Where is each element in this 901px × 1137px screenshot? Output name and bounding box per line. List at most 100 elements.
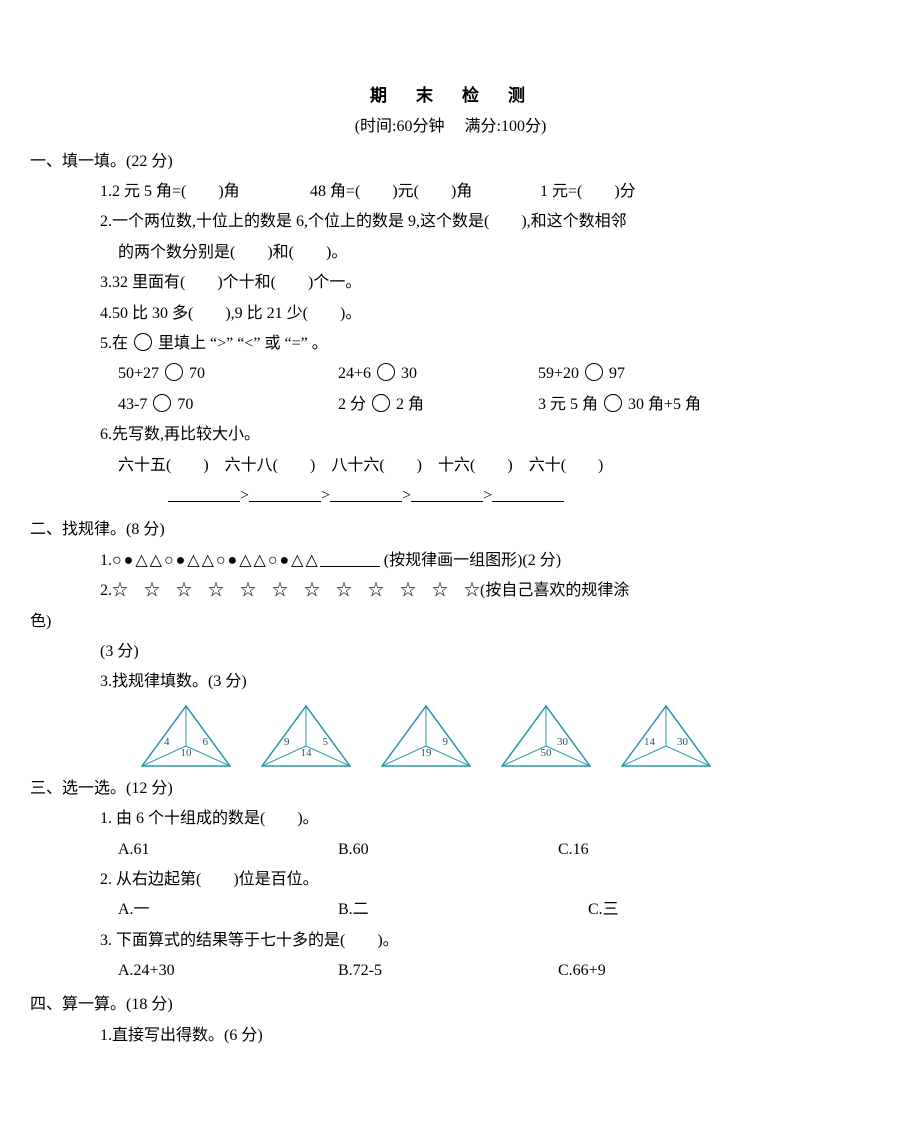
fullmark-label: 满分:	[465, 118, 501, 135]
s3-q2-text: 2. 从右边起第( )位是百位。	[100, 865, 801, 895]
tri-bottom: 19	[421, 743, 432, 764]
expr-left: 43-7	[118, 396, 147, 413]
opt-a: A.一	[118, 895, 338, 925]
s1-q5-r2-1: 43-7 70	[118, 390, 338, 420]
section-1-header: 一、填一填。(22 分)	[30, 147, 801, 177]
expr-left: 50+27	[118, 365, 159, 382]
section-3-header: 三、选一选。(12 分)	[30, 774, 801, 804]
number-triangle: 9 19	[380, 704, 472, 768]
page-subtitle: (时间:60分钟 满分:100分)	[100, 112, 801, 142]
tri-top-right: 30	[677, 732, 688, 753]
expr-left: 59+20	[538, 365, 579, 382]
expr-left: 24+6	[338, 365, 371, 382]
opt-b: B.72-5	[338, 956, 558, 986]
s1-q5-r1-1: 50+27 70	[118, 359, 338, 389]
expr-right: 30 角+5 角	[628, 396, 701, 413]
stars-row: ☆ ☆ ☆ ☆ ☆ ☆ ☆ ☆ ☆ ☆ ☆ ☆	[112, 582, 480, 599]
s1-q3: 3.32 里面有( )个十和( )个一。	[100, 268, 801, 298]
blank	[492, 501, 564, 502]
expr-right: 30	[401, 365, 417, 382]
sub-prefix: (时间:	[355, 118, 397, 135]
expr-right: 97	[609, 365, 625, 382]
compare-circle-icon	[377, 363, 395, 381]
s1-q6-items: 六十五( ) 六十八( ) 八十六( ) 十六( ) 六十( )	[118, 451, 801, 481]
s1-q5-r1-3: 59+20 97	[538, 359, 625, 389]
expr-left: 2 分	[338, 396, 366, 413]
s1-q5-r2-3: 3 元 5 角 30 角+5 角	[538, 390, 701, 420]
fullmark-value: 100	[501, 118, 525, 135]
s3-q3-opts: A.24+30 B.72-5 C.66+9	[118, 956, 801, 986]
compare-circle-icon	[165, 363, 183, 381]
expr-right: 2 角	[396, 396, 424, 413]
blank	[249, 501, 321, 502]
s3-q3-text: 3. 下面算式的结果等于七十多的是( )。	[100, 926, 801, 956]
blank	[411, 501, 483, 502]
compare-circle-icon	[372, 394, 390, 412]
s1-q6-c: 八十六( )	[331, 451, 422, 481]
s1-q5-row2: 43-7 70 2 分 2 角 3 元 5 角 30 角+5 角	[118, 390, 801, 420]
s2-q2-pre: 2.	[100, 582, 112, 599]
s4-q1: 1.直接写出得数。(6 分)	[100, 1021, 801, 1051]
number-triangle: 9 5 14	[260, 704, 352, 768]
s1-q2-l2: 的两个数分别是( )和( )。	[118, 238, 801, 268]
section-2-header: 二、找规律。(8 分)	[30, 515, 801, 545]
tri-top-right: 6	[203, 732, 209, 753]
compare-circle-icon	[153, 394, 171, 412]
fullmark-unit: 分)	[525, 118, 546, 135]
s1-q5-head: 5.在 里填上 “>” “<” 或 “=” 。	[100, 329, 801, 359]
circle-placeholder-icon	[134, 333, 152, 351]
tri-top-right: 30	[557, 732, 568, 753]
tri-top-left: 4	[164, 732, 170, 753]
s1-q6-b: 六十八( )	[225, 451, 316, 481]
s3-q2-opts: A.一 B.二 C.三	[118, 895, 801, 925]
s2-q1-tail: (按规律画一组图形)(2 分)	[384, 552, 561, 569]
blank	[168, 501, 240, 502]
s1-q5-tail: 里填上 “>” “<” 或 “=” 。	[158, 335, 328, 352]
number-triangle: 14 30	[620, 704, 712, 768]
tri-top-left: 14	[644, 732, 655, 753]
tri-top-left: 9	[284, 732, 290, 753]
opt-b: B.二	[338, 895, 588, 925]
compare-circle-icon	[585, 363, 603, 381]
s1-q5-r2-2: 2 分 2 角	[338, 390, 538, 420]
expr-right: 70	[177, 396, 193, 413]
opt-c: C.三	[588, 895, 619, 925]
tri-bottom: 10	[181, 743, 192, 764]
tri-top-right: 5	[323, 732, 329, 753]
tri-bottom: 50	[541, 743, 552, 764]
s1-q6-d: 十六( )	[438, 451, 513, 481]
s1-q5-r1-2: 24+6 30	[338, 359, 538, 389]
s1-q5-pre: 5.在	[100, 335, 128, 352]
s1-q6-a: 六十五( )	[118, 451, 209, 481]
s1-q1-a: 1.2 元 5 角=( )角	[100, 177, 310, 207]
blank	[320, 566, 380, 567]
s3-q1-opts: A.61 B.60 C.16	[118, 835, 801, 865]
s1-q4: 4.50 比 30 多( ),9 比 21 少( )。	[100, 299, 801, 329]
tri-bottom: 14	[301, 743, 312, 764]
opt-c: C.66+9	[558, 956, 606, 986]
triangle-row: 4610951491930501430	[140, 704, 801, 768]
s1-q6-compare-blanks: >>>>	[118, 481, 801, 511]
s1-q6-e: 六十( )	[529, 451, 604, 481]
s1-q5-row1: 50+27 70 24+6 30 59+20 97	[118, 359, 801, 389]
opt-a: A.24+30	[118, 956, 338, 986]
pattern-shapes: ○●△△○●△△○●△△○●△△	[112, 552, 320, 569]
opt-b: B.60	[338, 835, 558, 865]
s1-q1: 1.2 元 5 角=( )角 48 角=( )元( )角 1 元=( )分	[100, 177, 801, 207]
opt-c: C.16	[558, 835, 589, 865]
title-text: 期 末 检 测	[370, 86, 531, 105]
section-4-header: 四、算一算。(18 分)	[30, 990, 801, 1020]
tri-top-right: 9	[443, 732, 449, 753]
s1-q6-head: 6.先写数,再比较大小。	[100, 420, 801, 450]
compare-circle-icon	[604, 394, 622, 412]
s3-q1-text: 1. 由 6 个十组成的数是( )。	[100, 804, 801, 834]
time-value: 60	[396, 118, 412, 135]
opt-a: A.61	[118, 835, 338, 865]
s2-q2-tail: (按自己喜欢的规律涂	[480, 582, 629, 599]
page-title: 期 末 检 测	[100, 80, 801, 112]
number-triangle: 4 6 10	[140, 704, 232, 768]
s2-q2-wrap: 色)	[30, 607, 801, 637]
s1-q1-c: 1 元=( )分	[540, 177, 636, 207]
blank	[330, 501, 402, 502]
s2-q2-pts: (3 分)	[100, 637, 801, 667]
